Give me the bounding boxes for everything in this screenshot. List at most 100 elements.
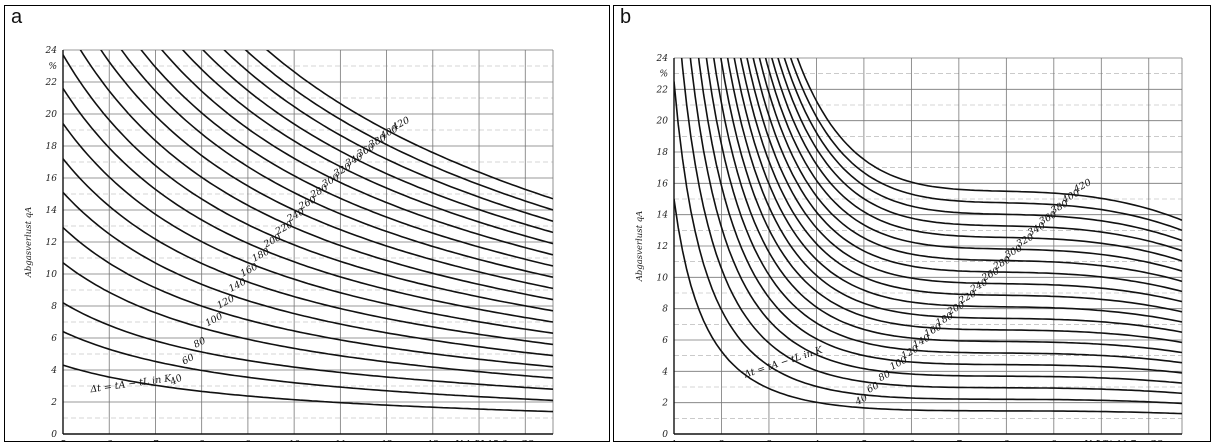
- x-tick-label: 8: [1003, 440, 1009, 441]
- y-tick-label: 14: [46, 206, 58, 216]
- panel-label-b: b: [620, 6, 632, 28]
- x-tick-label: 13: [427, 440, 439, 441]
- curve-320: [764, 58, 1182, 272]
- curve-label-80: 80: [192, 335, 208, 350]
- curve-280: [752, 58, 1182, 293]
- y-tick-label: 12: [657, 242, 669, 252]
- y-unit-label: %: [48, 62, 57, 72]
- x-tick-label: 9: [245, 440, 251, 441]
- x-tick-label: 6: [106, 440, 112, 441]
- x-tick-label: 14: [473, 440, 485, 441]
- x-tick-label: 6: [909, 440, 915, 441]
- chart-panel-a: a 024681012141618202224%567891011121314V…: [4, 5, 610, 442]
- curve-label-60: 60: [865, 380, 881, 395]
- curve-240: [79, 50, 553, 301]
- curve-380: [783, 58, 1182, 242]
- x-tick-label: 5: [861, 440, 867, 441]
- y-tick-label: 4: [661, 367, 668, 377]
- curve-300: [758, 58, 1182, 283]
- curve-200: [63, 87, 553, 323]
- curve-120: [63, 227, 553, 368]
- curve-160: [63, 158, 553, 346]
- x-extra-label: Vol.-% 11,7 = CO₂max: [1085, 440, 1186, 441]
- curve-400: [244, 50, 553, 211]
- curve-100: [689, 58, 1182, 384]
- curve-320: [160, 50, 553, 256]
- curve-label-160: 160: [239, 261, 260, 279]
- x-tick-label: 2: [718, 440, 725, 441]
- curve-260: [100, 50, 553, 290]
- y-tick-label: 8: [662, 305, 668, 315]
- curve-140: [63, 191, 553, 357]
- x-tick-label: 9: [1051, 440, 1057, 441]
- curve-240: [739, 58, 1182, 313]
- x-tick-label: 8: [199, 440, 205, 441]
- curve-340: [181, 50, 553, 245]
- curve-220: [733, 58, 1182, 323]
- y-tick-label: 2: [661, 399, 668, 409]
- y-tick-label: 20: [45, 110, 58, 120]
- curve-label-60: 60: [180, 352, 196, 367]
- curve-140: [705, 58, 1182, 364]
- curve-60: [63, 330, 553, 402]
- curve-40: [674, 198, 1182, 415]
- y-tick-label: 16: [46, 174, 58, 184]
- x-extra-label: Vol.-% 15,6 = CO₂max: [456, 440, 557, 441]
- x-tick-label: 1: [671, 440, 677, 441]
- curve-340: [770, 58, 1182, 262]
- curves-group: [63, 50, 553, 413]
- x-tick-label: 7: [956, 440, 962, 441]
- x-tick-label: 10: [288, 440, 300, 441]
- curve-300: [140, 50, 553, 267]
- curve-40: [63, 364, 553, 413]
- curve-label-100: 100: [204, 311, 225, 329]
- curve-180: [63, 123, 553, 334]
- x-tick-label: 4: [813, 440, 820, 441]
- curves-group: [674, 58, 1182, 415]
- curve-120: [697, 58, 1182, 374]
- curve-80: [680, 58, 1182, 395]
- y-axis-title: Abgasverlust qA: [635, 211, 645, 283]
- chart-panel-b: b 024681012141618202224%12345678910Vol.-…: [613, 5, 1211, 442]
- curve-360: [201, 50, 553, 234]
- y-tick-label: 8: [51, 302, 57, 312]
- y-axis-title: Abgasverlust qA: [24, 207, 34, 279]
- chart-svg-a: 024681012141618202224%567891011121314Vol…: [24, 46, 557, 441]
- y-tick-label: 16: [657, 179, 669, 189]
- curve-420: [796, 58, 1182, 221]
- y-tick-label: 4: [50, 366, 57, 376]
- y-tick-label: 6: [662, 336, 668, 346]
- curve-420: [265, 50, 553, 200]
- curve-annotation: Δt = tA − tL in K: [742, 344, 825, 380]
- curve-360: [777, 58, 1182, 252]
- panel-label-a: a: [11, 6, 23, 28]
- curve-label-40: 40: [168, 373, 185, 389]
- curve-160: [712, 58, 1182, 354]
- x-tick-label: 11: [335, 440, 346, 441]
- y-tick-label: 24: [45, 46, 58, 56]
- curve-280: [120, 50, 553, 278]
- y-tick-label: 18: [657, 148, 669, 158]
- y-tick-label: 24: [656, 54, 669, 64]
- y-tick-label: 0: [662, 430, 668, 440]
- y-tick-label: 10: [657, 273, 669, 283]
- y-tick-label: 0: [51, 430, 57, 440]
- y-tick-label: 18: [46, 142, 58, 152]
- curve-260: [746, 58, 1182, 303]
- curve-label-40: 40: [853, 392, 870, 408]
- y-tick-label: 12: [46, 238, 58, 248]
- curve-annotation: Δt = tA − tL in K: [89, 373, 173, 396]
- curve-200: [726, 58, 1182, 333]
- curve-80: [63, 302, 553, 390]
- curve-220: [63, 54, 553, 312]
- curve-label-140: 140: [227, 276, 248, 294]
- x-tick-label: 5: [60, 440, 66, 441]
- y-tick-label: 14: [657, 211, 669, 221]
- y-tick-label: 2: [50, 398, 57, 408]
- y-tick-label: 22: [656, 85, 669, 95]
- curve-label-80: 80: [877, 369, 893, 384]
- y-tick-label: 6: [51, 334, 57, 344]
- y-tick-label: 10: [46, 270, 58, 280]
- curve-180: [720, 58, 1182, 344]
- curve-380: [223, 50, 553, 222]
